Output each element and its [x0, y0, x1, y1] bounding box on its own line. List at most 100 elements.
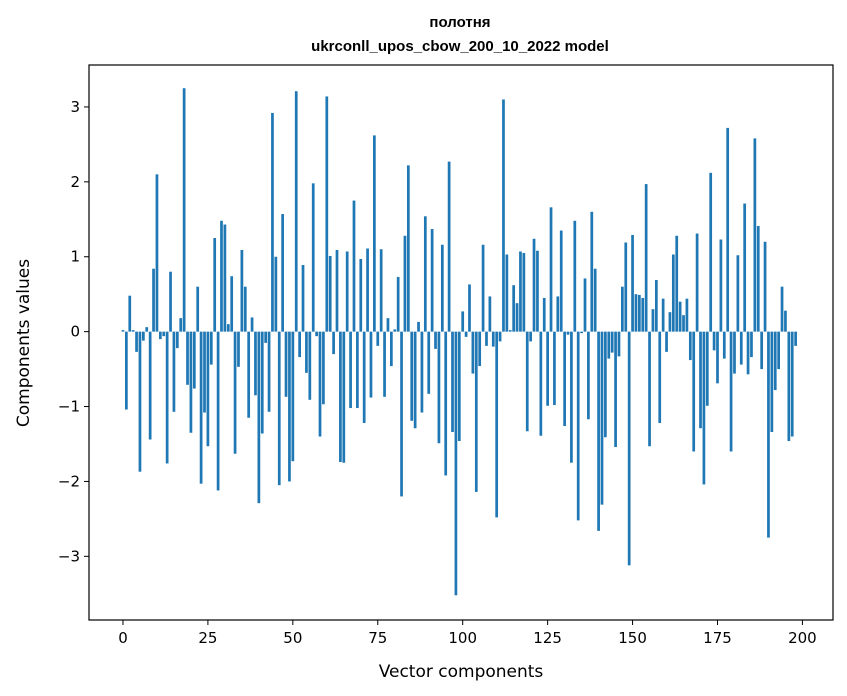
bar	[773, 331, 777, 391]
bar	[294, 91, 298, 332]
bar	[607, 331, 611, 359]
bar	[726, 127, 730, 332]
bar	[495, 331, 499, 518]
bar	[481, 244, 485, 332]
y-tick-label: 0	[70, 323, 80, 341]
bar	[542, 297, 546, 332]
bar	[767, 331, 770, 538]
bar	[288, 331, 291, 482]
bar	[580, 331, 583, 334]
bar	[206, 331, 210, 447]
bar	[719, 239, 723, 332]
bar	[641, 297, 645, 332]
bar	[226, 324, 230, 332]
x-tick-label: 50	[283, 629, 302, 647]
bar	[152, 268, 155, 332]
bar	[131, 330, 135, 332]
bar	[142, 331, 145, 341]
bar	[121, 330, 125, 332]
bars-group	[121, 88, 797, 596]
bar	[525, 331, 529, 432]
bar	[291, 331, 295, 462]
bar	[505, 254, 509, 332]
bar	[654, 279, 658, 332]
bar	[281, 214, 284, 332]
bar	[271, 112, 274, 332]
bar	[675, 235, 679, 332]
bar	[339, 331, 342, 462]
bar	[668, 312, 672, 332]
bar	[787, 331, 791, 441]
bar	[318, 331, 322, 437]
bar	[128, 295, 132, 332]
bar	[488, 296, 492, 332]
bar	[763, 241, 767, 332]
bar	[400, 331, 403, 497]
bar	[179, 318, 183, 332]
bar	[539, 331, 543, 436]
x-tick-label: 100	[448, 629, 477, 647]
bar	[743, 203, 747, 332]
bar	[230, 276, 234, 332]
bar	[203, 331, 206, 413]
bar	[305, 331, 308, 373]
bar	[454, 331, 458, 596]
bar	[417, 321, 420, 332]
bar	[661, 298, 665, 332]
bar	[604, 331, 607, 438]
bar	[556, 296, 560, 332]
bar	[335, 250, 339, 332]
bar	[722, 331, 726, 359]
bar	[512, 285, 516, 332]
bar	[379, 249, 383, 332]
bar	[699, 331, 702, 429]
x-tick-label: 175	[703, 629, 732, 647]
bar	[257, 331, 261, 504]
bar	[264, 331, 268, 343]
x-axis-label: Vector components	[379, 662, 544, 682]
bar	[627, 331, 631, 566]
bar	[274, 256, 278, 332]
bar	[508, 330, 512, 332]
bar	[427, 331, 431, 394]
bar	[437, 331, 441, 444]
bar	[254, 331, 257, 396]
chart-title: полотня	[429, 14, 490, 31]
x-tick-label: 125	[533, 629, 562, 647]
bar	[658, 331, 662, 424]
bar	[145, 327, 149, 332]
bar	[624, 242, 628, 332]
bar	[125, 331, 128, 410]
bar	[729, 331, 733, 452]
bar	[682, 315, 685, 332]
bar	[712, 331, 716, 351]
bar	[444, 331, 448, 476]
bar	[322, 331, 325, 405]
bar	[199, 331, 203, 484]
bar	[216, 331, 220, 491]
bar	[610, 331, 614, 353]
bar	[739, 331, 743, 365]
plot-frame	[88, 64, 834, 621]
bar	[685, 298, 689, 332]
bar	[570, 331, 573, 463]
bar	[260, 331, 264, 434]
bar	[590, 211, 594, 332]
bar	[794, 331, 797, 346]
bar	[243, 286, 247, 332]
bar	[423, 216, 427, 332]
bar	[709, 172, 713, 332]
bar	[175, 331, 179, 349]
bar	[413, 331, 417, 429]
bar	[671, 254, 675, 332]
bar	[196, 286, 200, 332]
bar	[634, 294, 638, 332]
bar	[695, 233, 699, 332]
bar	[451, 331, 454, 432]
y-tick-label: 1	[70, 248, 80, 266]
bar	[349, 331, 352, 409]
bar	[158, 331, 162, 340]
y-tick-label: 2	[70, 173, 80, 191]
bar	[665, 331, 668, 352]
